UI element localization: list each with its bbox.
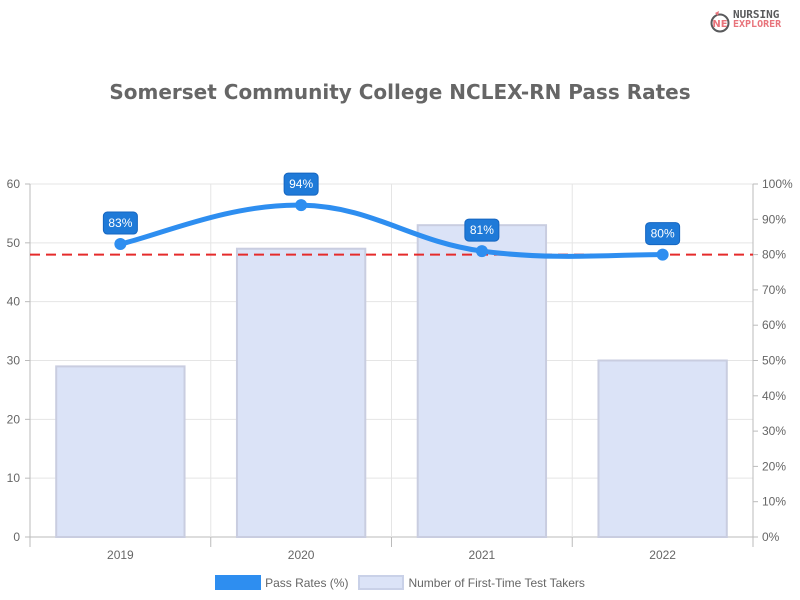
y-right-tick-label: 80% xyxy=(762,248,786,262)
y-right-tick-label: 40% xyxy=(762,389,786,403)
y-left-tick-label: 10 xyxy=(7,471,21,485)
y-right-tick-label: 90% xyxy=(762,212,786,226)
data-label-box xyxy=(102,211,138,235)
y-left-tick-label: 30 xyxy=(7,354,21,368)
bar[interactable] xyxy=(55,365,186,538)
pass-rate-line xyxy=(114,199,669,261)
x-tick-label: 2019 xyxy=(107,548,134,562)
y-right-tick-label: 70% xyxy=(762,283,786,297)
bars xyxy=(55,224,728,539)
bar[interactable] xyxy=(597,359,728,538)
legend-item-pass-rates[interactable]: Pass Rates (%) xyxy=(215,575,348,590)
data-label: 83% xyxy=(108,216,132,230)
chart-title: Somerset Community College NCLEX-RN Pass… xyxy=(109,80,691,104)
legend-swatch-bar xyxy=(358,575,405,590)
data-label: 80% xyxy=(651,227,675,241)
data-point[interactable] xyxy=(656,248,669,261)
data-label: 81% xyxy=(470,223,494,237)
logo-line1: NURSING xyxy=(733,8,780,21)
y-left-tick-label: 0 xyxy=(13,530,20,544)
bar[interactable] xyxy=(416,224,548,539)
bar[interactable] xyxy=(235,247,367,538)
data-point[interactable] xyxy=(295,199,308,212)
x-tick-label: 2021 xyxy=(469,548,496,562)
legend-item-test-takers[interactable]: Number of First-Time Test Takers xyxy=(358,575,585,590)
y-left-tick-label: 50 xyxy=(7,236,21,250)
y-right-tick-label: 50% xyxy=(762,354,786,368)
y-left-tick-label: 60 xyxy=(7,177,21,191)
logo-line2: EXPLORER xyxy=(733,19,782,30)
data-label-box xyxy=(283,172,319,196)
data-label-box xyxy=(464,218,500,242)
nursing-explorer-logo: NE NURSING EXPLORER xyxy=(710,8,795,34)
legend-swatch-line xyxy=(215,575,262,590)
data-point[interactable] xyxy=(475,245,488,258)
axes: 0 10 20 30 40 50 60 0% 10% 20% 30% 40% 50% 60% 70% 80% 9… xyxy=(7,177,793,562)
y-right-tick-label: 60% xyxy=(762,318,786,332)
x-tick-label: 2020 xyxy=(288,548,315,562)
y-right-tick-label: 0% xyxy=(762,530,780,544)
y-right-tick-label: 10% xyxy=(762,495,786,509)
logo-icon: NE xyxy=(710,11,730,33)
y-right-tick-label: 30% xyxy=(762,424,786,438)
data-labels: 83% 94% 81% 80% xyxy=(102,172,681,246)
x-tick-label: 2022 xyxy=(649,548,676,562)
data-point[interactable] xyxy=(114,238,127,251)
svg-text:NE: NE xyxy=(712,19,727,30)
y-left-tick-label: 40 xyxy=(7,295,21,309)
y-right-tick-label: 20% xyxy=(762,459,786,473)
legend-label: Pass Rates (%) xyxy=(265,575,349,590)
legend: Pass Rates (%) Number of First-Time Test… xyxy=(0,575,800,590)
y-right-tick-label: 100% xyxy=(762,177,793,191)
data-label: 94% xyxy=(289,177,313,191)
legend-label: Number of First-Time Test Takers xyxy=(408,575,585,590)
data-label-box xyxy=(645,222,681,246)
y-left-tick-label: 20 xyxy=(7,412,21,426)
